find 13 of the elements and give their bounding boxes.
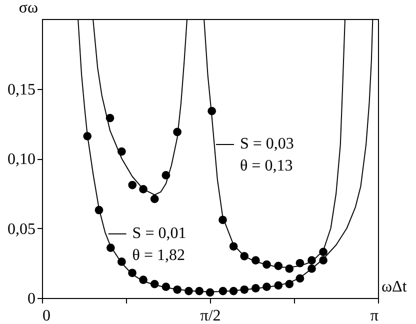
x-tick-label: π/2 [200, 308, 221, 324]
y-tick-label: 0,05 [8, 220, 36, 238]
point [150, 194, 159, 204]
y-axis-title: σω [18, 0, 38, 16]
y-tick-label: 0 [28, 290, 36, 308]
point [128, 180, 137, 190]
x-axis-title: ωΔt [382, 278, 408, 296]
annotation: S = 0,03 θ = 0,13 [240, 136, 294, 175]
annotation: S = 0,01 θ = 1,82 [132, 224, 186, 264]
y-tick-label: 0,10 [8, 151, 36, 168]
x-tick-label: 0 [42, 308, 50, 324]
x-tick-label: π [370, 308, 378, 324]
y-tick-label: 0,15 [8, 81, 36, 98]
